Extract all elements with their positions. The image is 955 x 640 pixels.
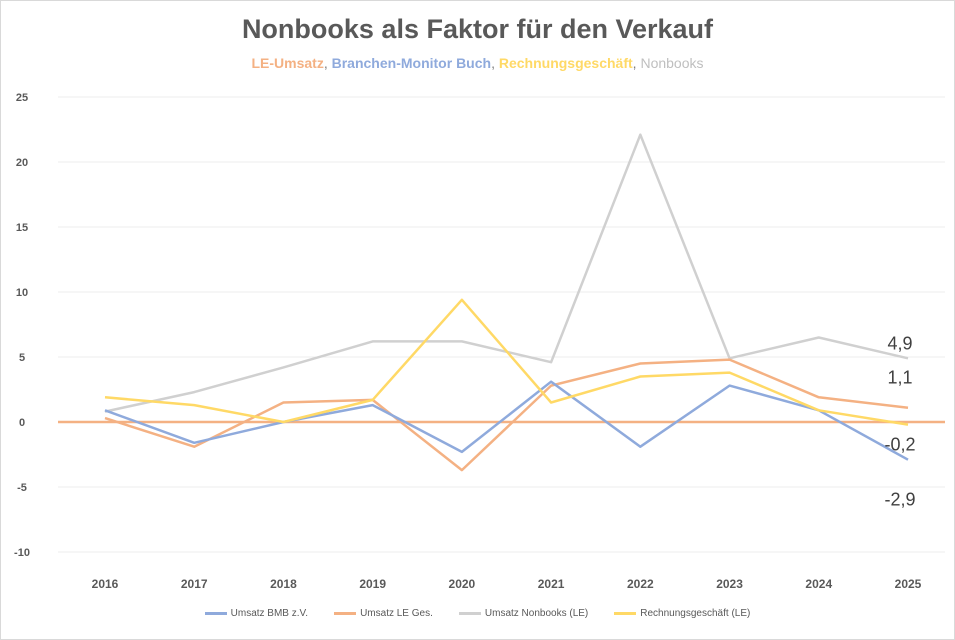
- subtitle-part: LE-Umsatz: [251, 55, 324, 71]
- end-data-label: -2,9: [884, 490, 915, 510]
- legend-item: Umsatz LE Ges.: [334, 608, 433, 619]
- series-line: [104, 133, 909, 413]
- legend-item: Umsatz Nonbooks (LE): [458, 608, 589, 619]
- end-data-label: -0,2: [884, 435, 915, 455]
- legend-swatch: [334, 612, 357, 615]
- legend-swatch: [614, 612, 637, 615]
- subtitle-part: Nonbooks: [640, 55, 704, 71]
- x-tick-label: 2021: [538, 577, 565, 591]
- x-tick-label: 2023: [716, 577, 743, 591]
- chart-subtitle: LE-Umsatz, Branchen-Monitor Buch, Rechnu…: [251, 55, 704, 71]
- y-tick-label: -10: [14, 547, 30, 559]
- legend-label: Umsatz Nonbooks (LE): [484, 608, 589, 619]
- legend-swatch: [204, 612, 227, 615]
- legend-label: Umsatz BMB z.V.: [230, 608, 309, 619]
- y-tick-label: -5: [17, 482, 27, 494]
- x-tick-label: 2022: [627, 577, 654, 591]
- x-tick-label: 2017: [181, 577, 208, 591]
- y-tick-label: 5: [19, 352, 25, 364]
- x-tick-label: 2020: [449, 577, 476, 591]
- legend-label: Rechnungsgeschäft (LE): [640, 608, 751, 619]
- y-tick-label: 10: [16, 287, 28, 299]
- subtitle-part: Rechnungsgeschäft: [498, 55, 633, 71]
- x-tick-label: 2025: [895, 577, 922, 591]
- y-tick-label: 0: [19, 417, 25, 429]
- y-tick-label: 15: [16, 222, 28, 234]
- legend-item: Rechnungsgeschäft (LE): [614, 608, 750, 619]
- x-tick-label: 2019: [359, 577, 386, 591]
- x-tick-label: 2016: [92, 577, 119, 591]
- chart-title: Nonbooks als Faktor für den Verkauf: [241, 14, 714, 44]
- legend: Umsatz BMB z.V. Umsatz LE Ges. Umsatz Nonb…: [0, 608, 955, 619]
- x-tick-label: 2018: [270, 577, 297, 591]
- y-tick-label: 25: [16, 92, 28, 104]
- end-data-label: 1,1: [887, 368, 912, 388]
- series-line: [104, 358, 909, 472]
- series-line: [104, 380, 909, 461]
- end-data-label: 4,9: [887, 333, 912, 353]
- legend-swatch: [458, 612, 481, 615]
- legend-item: Umsatz BMB z.V.: [204, 608, 309, 619]
- subtitle-part: Branchen-Monitor Buch: [331, 55, 492, 71]
- legend-label: Umsatz LE Ges.: [360, 608, 433, 619]
- series-line: [104, 298, 909, 426]
- x-tick-label: 2024: [805, 577, 832, 591]
- y-tick-label: 20: [16, 157, 28, 169]
